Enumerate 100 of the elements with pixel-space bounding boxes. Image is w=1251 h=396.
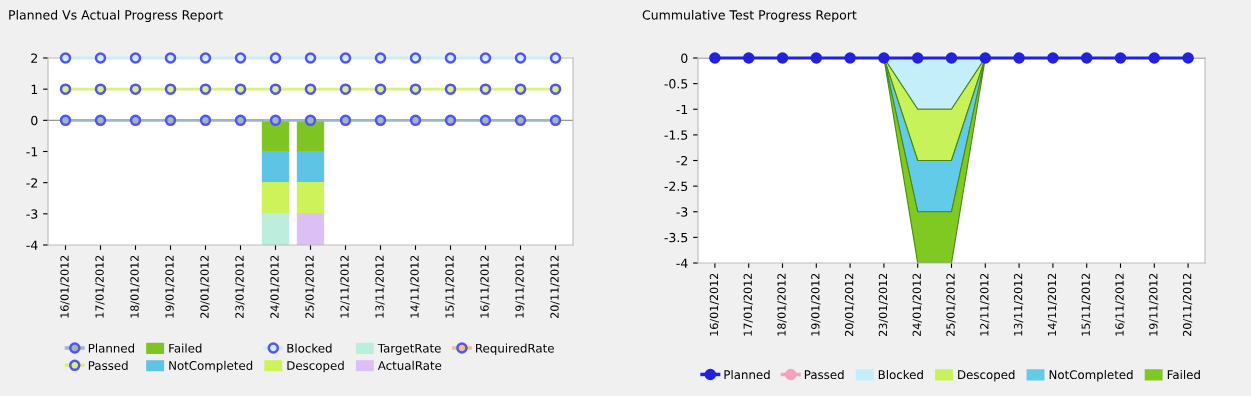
bar <box>296 213 325 245</box>
legend-label: TargetRate <box>377 343 441 355</box>
legend-label: Passed <box>804 369 844 380</box>
bar <box>261 213 290 245</box>
point <box>409 114 422 127</box>
x-tick-label: 20/11/2012 <box>1182 273 1193 336</box>
point <box>514 114 527 127</box>
point <box>514 52 527 64</box>
bar <box>296 150 325 184</box>
x-tick-label: 19/01/2012 <box>165 255 175 318</box>
x-tick-label: 13/11/2012 <box>1013 273 1024 336</box>
y-tick-label: 0 <box>681 53 688 63</box>
x-tick-label: 18/01/2012 <box>777 273 787 336</box>
point <box>304 114 317 127</box>
y-tick-label: -2 <box>26 178 38 188</box>
point <box>549 52 562 64</box>
point <box>339 52 352 64</box>
legend-label: Failed <box>169 343 202 353</box>
y-tick-label: 1 <box>31 84 38 94</box>
point <box>199 114 212 127</box>
x-tick-label: 14/11/2012 <box>410 255 420 318</box>
point <box>94 83 107 95</box>
x-tick-label: 16/11/2012 <box>480 255 490 318</box>
legend-label: Blocked <box>878 369 923 380</box>
x-tick-label: 19/11/2012 <box>515 255 525 318</box>
point <box>234 83 247 95</box>
point <box>444 114 457 127</box>
legend-label: Planned <box>88 343 135 353</box>
point <box>234 52 247 64</box>
point <box>269 114 282 127</box>
point <box>479 114 492 127</box>
x-tick-label: 16/01/2012 <box>60 255 70 318</box>
point <box>374 114 387 127</box>
point <box>339 83 352 95</box>
x-tick-label: 16/01/2012 <box>709 273 719 336</box>
point <box>479 52 492 64</box>
point <box>199 52 212 64</box>
x-tick-label: 15/11/2012 <box>1081 273 1091 336</box>
point <box>269 83 282 95</box>
point <box>164 83 177 95</box>
y-tick-label: -2 <box>676 155 688 166</box>
point <box>59 52 72 64</box>
x-tick-label: 13/11/2012 <box>375 255 385 318</box>
legend-label: Blocked <box>287 343 332 353</box>
point <box>479 83 492 95</box>
point <box>374 83 387 95</box>
point <box>304 52 317 64</box>
bar <box>261 182 290 215</box>
point <box>549 83 562 95</box>
y-tick-label: -4 <box>26 240 38 250</box>
point <box>164 114 177 127</box>
x-tick-label: 20/01/2012 <box>200 255 210 318</box>
x-tick-label: 12/11/2012 <box>980 273 990 336</box>
x-tick-label: 17/01/2012 <box>95 255 105 318</box>
point <box>409 52 422 64</box>
x-tick-label: 19/11/2012 <box>1149 273 1159 336</box>
legend-label: Descoped <box>287 360 344 373</box>
bar <box>261 150 290 184</box>
point <box>164 52 177 64</box>
point <box>269 52 282 64</box>
x-tick-label: 20/11/2012 <box>550 255 560 318</box>
point <box>129 52 142 64</box>
x-tick-label: 24/01/2012 <box>912 273 922 336</box>
point <box>514 83 527 95</box>
point <box>129 114 142 127</box>
point <box>59 83 72 95</box>
point <box>409 83 422 95</box>
x-tick-label: 20/01/2012 <box>844 273 855 336</box>
x-tick-label: 16/11/2012 <box>1115 273 1125 336</box>
legend-label: ActualRate <box>377 360 442 370</box>
legend-label: Planned <box>724 369 770 380</box>
legend-label: Passed <box>88 360 128 370</box>
chart-title: Cummulative Test Progress Report <box>642 9 857 23</box>
x-tick-label: 15/11/2012 <box>445 255 455 318</box>
x-tick-label: 25/01/2012 <box>305 255 315 318</box>
y-tick-label: -1.5 <box>664 130 688 140</box>
point <box>199 83 212 95</box>
x-tick-label: 23/01/2012 <box>235 255 245 318</box>
point <box>94 52 107 64</box>
legend-label: NotCompleted <box>1049 369 1133 382</box>
y-tick-label: -3 <box>676 207 688 217</box>
bar <box>296 182 325 215</box>
y-tick-label: -3 <box>26 209 38 219</box>
point <box>94 114 107 127</box>
legend-label: Descoped <box>958 369 1015 382</box>
y-tick-label: -1 <box>676 104 688 114</box>
point <box>59 114 72 127</box>
x-tick-label: 19/01/2012 <box>811 273 821 336</box>
y-tick-label: -3.5 <box>664 232 688 243</box>
x-tick-label: 23/01/2012 <box>878 273 888 336</box>
point <box>129 83 142 95</box>
x-tick-label: 12/11/2012 <box>340 255 350 318</box>
point <box>304 83 317 95</box>
point <box>444 52 457 64</box>
point <box>549 114 562 127</box>
x-tick-label: 17/01/2012 <box>743 273 753 336</box>
y-tick-label: -1 <box>26 147 38 157</box>
legend-label: NotCompleted <box>169 360 253 373</box>
y-tick-label: 0 <box>31 115 38 126</box>
legend-label: Failed <box>1167 369 1200 380</box>
